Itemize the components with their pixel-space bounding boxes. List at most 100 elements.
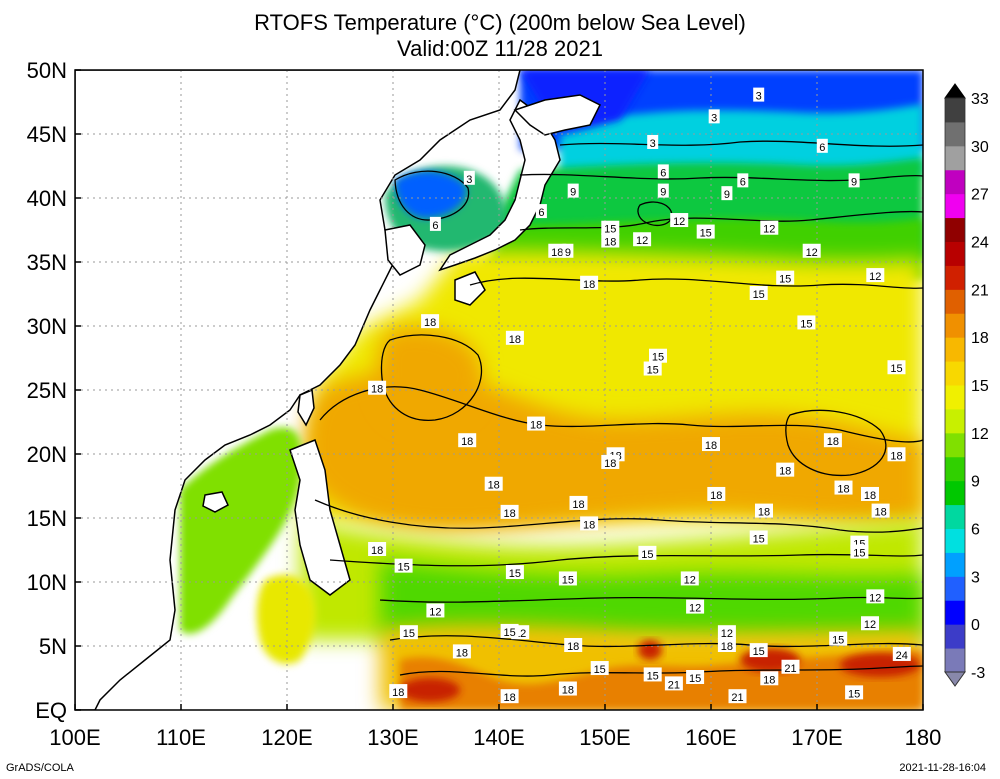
colorbar: -3 0 3 6 9 12 15 18 21 24 27 30 33 — [944, 83, 989, 687]
contour-label-bg — [421, 314, 440, 329]
contour-label-text: 6 — [432, 220, 438, 232]
contour-label-bg — [569, 495, 588, 510]
x-tick-label: 160E — [685, 725, 736, 750]
colorbar-label: 6 — [971, 522, 980, 539]
contour-label-text: 18 — [604, 237, 616, 249]
contour-label-bg — [580, 516, 599, 531]
contour-label-text: 18 — [503, 508, 515, 520]
contour-label: 18 — [368, 542, 387, 557]
colorbar-bottom-arrow — [944, 671, 966, 687]
contour-label: 18 — [702, 437, 720, 452]
contour-label-text: 18 — [864, 490, 876, 502]
contour-label-text: 6 — [819, 142, 825, 154]
contour-label: 21 — [781, 659, 800, 675]
contour-label: 18 — [569, 495, 588, 511]
contour-label: 15 — [850, 544, 869, 560]
colorbar-label: 24 — [971, 235, 989, 252]
colorbar-label: 15 — [971, 378, 989, 395]
contour-label-bg — [823, 433, 842, 448]
contour-label-bg — [749, 530, 768, 545]
colorbar-swatch — [945, 552, 965, 577]
colorbar-swatch — [945, 265, 965, 290]
contour-label-text: 15 — [753, 646, 765, 658]
contour-label-text: 15 — [397, 562, 409, 574]
contour-label-bg — [505, 565, 524, 580]
contour-label-bg — [633, 232, 652, 247]
contour-label-bg — [776, 462, 795, 477]
contour-label: 15 — [394, 558, 413, 574]
colorbar-swatch — [945, 217, 965, 242]
contour-label: 9 — [848, 173, 860, 188]
contour-label: 12 — [866, 268, 885, 283]
contour-label: 18 — [601, 454, 620, 470]
contour-label-bg — [649, 348, 667, 363]
contour-label-bg — [638, 545, 657, 560]
contour-label-text: 6 — [740, 176, 746, 188]
contour-label-bg — [657, 164, 669, 179]
contour-label-text: 6 — [660, 167, 666, 179]
contour-label-bg — [845, 685, 864, 700]
colorbar-swatch — [945, 528, 965, 553]
timestamp-text: 2021-11-28-16:04 — [899, 762, 986, 774]
contour-label-text: 18 — [583, 279, 595, 291]
y-tick-label: 15N — [27, 506, 67, 531]
contour-label: 6 — [535, 204, 547, 219]
contour-label-text: 18 — [503, 692, 515, 704]
contour-label-bg — [680, 571, 699, 586]
contour-label-text: 12 — [721, 628, 733, 640]
y-tick-label: 50N — [27, 58, 67, 83]
contour-label-bg — [643, 361, 662, 376]
contour-label-text: 15 — [800, 318, 812, 330]
contour-label: 18 — [760, 671, 779, 686]
credit-text: GrADS/COLA — [6, 762, 74, 774]
contour-label-bg — [887, 360, 906, 375]
x-tick-label: 100E — [49, 725, 100, 750]
y-tick-label: 10N — [27, 570, 67, 595]
y-tick-label: 20N — [27, 442, 67, 467]
contour-label-text: 24 — [896, 650, 908, 662]
contour-label-text: 18 — [583, 519, 595, 531]
x-tick-label: 170E — [791, 725, 842, 750]
contour-label-text: 9 — [660, 187, 666, 199]
contour-label-text: 18 — [567, 641, 579, 653]
contour-label-bg — [866, 268, 885, 283]
contour-label-text: 12 — [869, 592, 881, 604]
contour-label: 15 — [749, 643, 768, 658]
colorbar-swatch — [945, 408, 965, 434]
contour-label-bg — [707, 486, 726, 501]
contour-label: 18 — [527, 416, 546, 432]
grid — [75, 70, 923, 710]
contour-label-bg — [887, 447, 906, 462]
contour-label: 15 — [590, 661, 609, 676]
contour-label: 18 — [755, 503, 773, 519]
contour-label-bg — [590, 661, 609, 676]
contour-label-bg — [861, 486, 879, 501]
contour-label-bg — [647, 134, 659, 149]
contour-label-bg — [866, 589, 885, 604]
contour-label-bg — [389, 684, 408, 699]
contour-label: 18 — [823, 433, 842, 448]
contour-label: 12 — [426, 603, 445, 618]
x-tick-label: 130E — [367, 725, 418, 750]
contour-label-text: 15 — [652, 352, 664, 364]
contour-label: 3 — [647, 134, 659, 150]
x-tick-label: 180 — [905, 725, 942, 750]
contour-label-text: 15 — [779, 274, 791, 286]
contour-label: 15 — [749, 530, 768, 545]
contour-label-text: 15 — [753, 289, 765, 301]
contour-label-bg — [505, 330, 524, 345]
contour-label: 3 — [463, 170, 475, 186]
contour-label-text: 3 — [711, 112, 717, 124]
contour-label-bg — [802, 243, 821, 258]
contour-label-bg — [500, 623, 519, 638]
contour-label-bg — [664, 676, 683, 691]
contour-label-bg — [861, 616, 879, 631]
colorbar-label: 18 — [971, 330, 989, 347]
contour-label-text: 12 — [864, 619, 876, 631]
y-tick-label: 30N — [27, 314, 67, 339]
contour-label-bg — [892, 646, 911, 661]
contour-label-text: 15 — [853, 548, 865, 560]
colorbar-label: 3 — [971, 569, 980, 586]
contour-label-bg — [394, 558, 413, 573]
